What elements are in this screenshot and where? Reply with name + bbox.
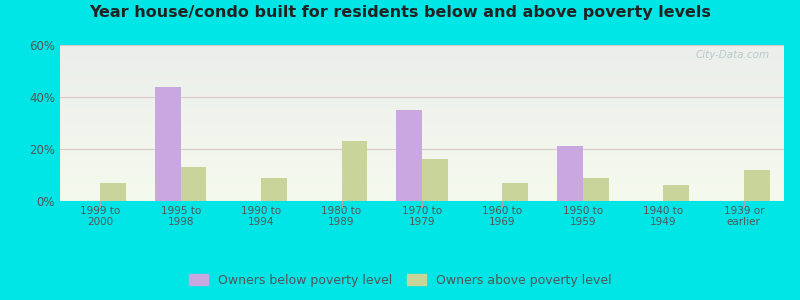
Text: Year house/condo built for residents below and above poverty levels: Year house/condo built for residents bel…: [89, 4, 711, 20]
Bar: [744, 170, 770, 201]
Bar: [583, 178, 609, 201]
Bar: [100, 183, 126, 201]
Bar: [557, 146, 583, 201]
Bar: [261, 178, 287, 201]
Bar: [181, 167, 206, 201]
Bar: [396, 110, 422, 201]
Bar: [502, 183, 528, 201]
Legend: Owners below poverty level, Owners above poverty level: Owners below poverty level, Owners above…: [185, 270, 615, 291]
Bar: [422, 159, 448, 201]
Bar: [663, 185, 689, 201]
Text: City-Data.com: City-Data.com: [695, 50, 770, 60]
Bar: [342, 141, 367, 201]
Bar: [155, 87, 181, 201]
